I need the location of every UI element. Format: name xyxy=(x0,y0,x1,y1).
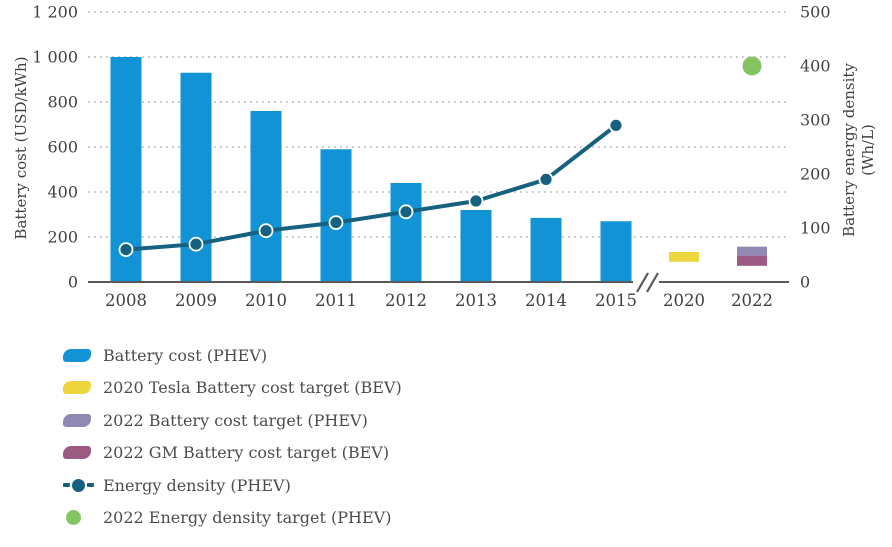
right-axis-title: Battery energy density (Wh/L) xyxy=(840,30,880,270)
energy-density-line xyxy=(124,123,618,252)
energy-density-point-2009 xyxy=(188,236,204,252)
x-tick-label: 2022 xyxy=(731,291,773,310)
energy-density-point-2012 xyxy=(398,204,414,220)
battery-cost-swatch-icon xyxy=(63,348,97,362)
bar-2012 xyxy=(390,183,422,282)
x-tick-label: 2009 xyxy=(175,291,217,310)
left-axis-title: Battery cost (USD/kWh) xyxy=(12,13,32,283)
left-tick-label: 600 xyxy=(47,138,78,157)
legend-item-battery-cost: Battery cost (PHEV) xyxy=(63,339,402,372)
bar-2010 xyxy=(250,111,282,282)
right-axis-title-line1: Battery energy density xyxy=(840,63,858,237)
right-tick-label: 400 xyxy=(800,57,831,76)
x-tick-label: 2013 xyxy=(455,291,497,310)
left-tick-label: 0 xyxy=(68,273,78,292)
left-axis-title-text: Battery cost (USD/kWh) xyxy=(12,56,30,240)
legend-item-energy-density: Energy density (PHEV) xyxy=(63,469,402,502)
left-tick-label: 800 xyxy=(47,93,78,112)
right-axis-title-line2: (Wh/L) xyxy=(859,124,877,176)
axis-break-slash xyxy=(636,272,649,293)
legend-item-tesla-target: 2020 Tesla Battery cost target (BEV) xyxy=(63,372,402,405)
legend-label: 2022 Battery cost target (PHEV) xyxy=(103,410,368,430)
right-tick-label: 0 xyxy=(800,273,810,292)
legend-item-gm-target: 2022 GM Battery cost target (BEV) xyxy=(63,437,402,470)
energy-density-point-2014 xyxy=(538,171,554,187)
right-tick-label: 300 xyxy=(800,111,831,130)
energy-density-point-2010 xyxy=(258,223,274,239)
energy-density-point-2008 xyxy=(118,242,134,258)
legend-label: 2022 Energy density target (PHEV) xyxy=(103,508,392,528)
energy-density-point-2015 xyxy=(608,118,624,133)
x-tick-label: 2008 xyxy=(105,291,147,310)
energy-density-target-dot-icon xyxy=(63,510,97,526)
legend-item-energy-density-target: 2022 Energy density target (PHEV) xyxy=(63,502,402,535)
legend-label: 2022 GM Battery cost target (BEV) xyxy=(103,443,390,463)
target-bar-2022 xyxy=(737,246,767,256)
target-bar-2022 xyxy=(737,255,767,266)
energy-density-line-icon xyxy=(63,478,97,492)
legend-label: Battery cost (PHEV) xyxy=(103,345,268,365)
energy-density-target-point xyxy=(742,56,762,76)
legend-item-phev-target: 2022 Battery cost target (PHEV) xyxy=(63,404,402,437)
left-tick-label: 400 xyxy=(47,183,78,202)
gm-target-swatch-icon xyxy=(63,446,97,460)
bar-2015 xyxy=(600,221,632,282)
x-tick-label: 2011 xyxy=(315,291,357,310)
right-tick-label: 200 xyxy=(800,165,831,184)
bar-2013 xyxy=(460,210,492,282)
legend-label: 2020 Tesla Battery cost target (BEV) xyxy=(103,378,402,398)
left-tick-label: 1 200 xyxy=(32,3,78,22)
x-tick-label: 2014 xyxy=(525,291,567,310)
x-tick-label: 2015 xyxy=(595,291,637,310)
x-tick-label: 2020 xyxy=(663,291,705,310)
axis-break-slash xyxy=(646,272,659,293)
right-tick-label: 100 xyxy=(800,219,831,238)
target-bar-2020 xyxy=(669,252,699,262)
tesla-target-swatch-icon xyxy=(63,381,97,395)
left-tick-label: 1 000 xyxy=(32,48,78,67)
phev-target-swatch-icon xyxy=(63,413,97,427)
right-tick-label: 500 xyxy=(800,3,831,22)
energy-density-point-2011 xyxy=(328,215,344,231)
chart-canvas: 0 200 400 600 800 1 000 1 200 0 100 200 300 400 500 2… xyxy=(32,3,831,311)
chart-legend: Battery cost (PHEV) 2020 Tesla Battery c… xyxy=(63,339,402,534)
legend-label: Energy density (PHEV) xyxy=(103,475,291,495)
left-tick-label: 200 xyxy=(47,228,78,247)
x-tick-label: 2010 xyxy=(245,291,287,310)
energy-density-point-2013 xyxy=(468,193,484,209)
x-tick-label: 2012 xyxy=(385,291,427,310)
bar-2014 xyxy=(530,217,562,282)
